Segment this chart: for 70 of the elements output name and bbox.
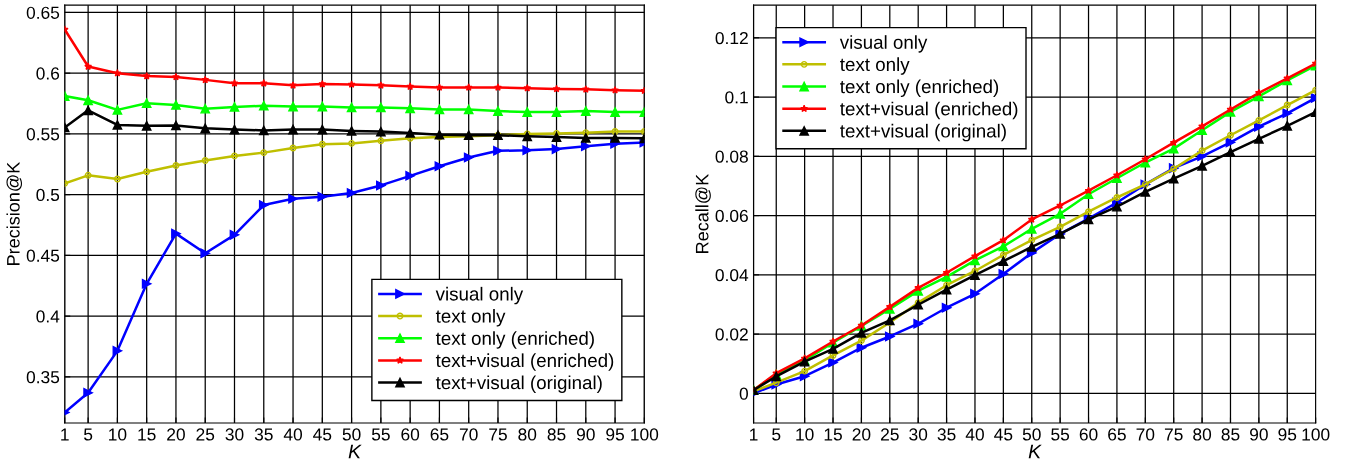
x-tick-label: 25 [881,428,899,441]
x-tick-label: 70 [1136,428,1155,441]
x-tick-label: 35 [254,428,273,441]
y-tick-label: 0.5 [36,188,60,202]
legend-label: text only (enriched) [840,79,999,97]
legend-label: text only [840,57,910,75]
x-tick-label: 85 [1221,428,1240,441]
x-tick-label: 60 [1079,428,1098,441]
y-tick-label: 0.1 [725,91,748,104]
x-tick-label: 1 [750,428,758,441]
legend-label: text+visual (enriched) [435,353,614,371]
y-tick-label: 0.06 [715,209,748,223]
x-tick-label: 45 [994,428,1013,441]
legend-label: visual only [435,286,524,305]
x-tick-label: 1 [61,428,69,441]
x-tick-label: 50 [1022,428,1041,441]
x-tick-label: 20 [852,428,871,441]
x-tick-label: 15 [138,428,156,441]
legend-label: text only [435,309,506,327]
x-tick-label: 10 [796,428,814,441]
x-tick-label: 25 [196,428,215,441]
y-tick-label: 0.04 [715,269,749,282]
x-tick-label: 75 [489,428,507,441]
legend-label: text only (enriched) [435,331,594,349]
x-axis-title: K [1028,444,1042,459]
x-tick-label: 60 [401,428,420,441]
x-tick-label: 15 [824,428,842,441]
x-tick-label: 65 [430,428,449,441]
x-tick-label: 30 [225,428,244,441]
y-tick-label: 0 [739,387,748,400]
x-tick-label: 80 [518,428,537,441]
y-tick-label: 0.12 [715,31,748,45]
y-axis-title: Recall@K [695,174,711,253]
y-tick-label: 0.45 [26,249,60,262]
x-tick-label: 45 [313,428,332,441]
x-tick-label: 10 [109,428,127,441]
x-tick-label: 85 [547,428,566,441]
x-tick-label: 70 [459,428,478,441]
legend-label: text+visual (original) [840,123,1006,142]
x-tick-label: 65 [1108,428,1126,441]
x-tick-label: 55 [371,428,390,441]
x-tick-label: 90 [1250,428,1268,441]
legend-label: visual only [839,35,928,53]
x-axis-title: K [348,444,362,459]
y-tick-label: 0.02 [715,328,748,341]
x-tick-label: 100 [631,428,659,441]
x-tick-label: 100 [1302,428,1330,441]
legend-label: text+visual (enriched) [840,101,1018,120]
x-tick-label: 75 [1164,428,1183,441]
y-tick-label: 0.35 [26,371,60,384]
x-tick-label: 40 [283,428,303,441]
x-tick-label: 95 [606,428,624,441]
legend-label: text+visual (original) [435,375,602,393]
x-tick-label: 40 [965,428,984,441]
x-tick-label: 20 [167,428,185,441]
x-tick-label: 55 [1051,428,1070,441]
y-tick-label: 0.4 [36,310,60,323]
y-tick-label: 0.6 [36,67,60,80]
x-tick-label: 35 [937,428,956,441]
x-tick-label: 90 [576,428,595,441]
y-axis-title: Precision@K [6,161,23,265]
x-tick-label: 80 [1193,428,1212,441]
x-tick-label: 5 [83,428,93,441]
x-tick-label: 5 [772,428,781,441]
x-tick-label: 95 [1278,428,1297,441]
y-tick-label: 0.55 [26,128,60,141]
y-tick-label: 0.65 [26,6,60,19]
x-tick-label: 50 [342,428,361,441]
x-tick-label: 30 [909,428,928,441]
y-tick-label: 0.08 [715,150,748,163]
